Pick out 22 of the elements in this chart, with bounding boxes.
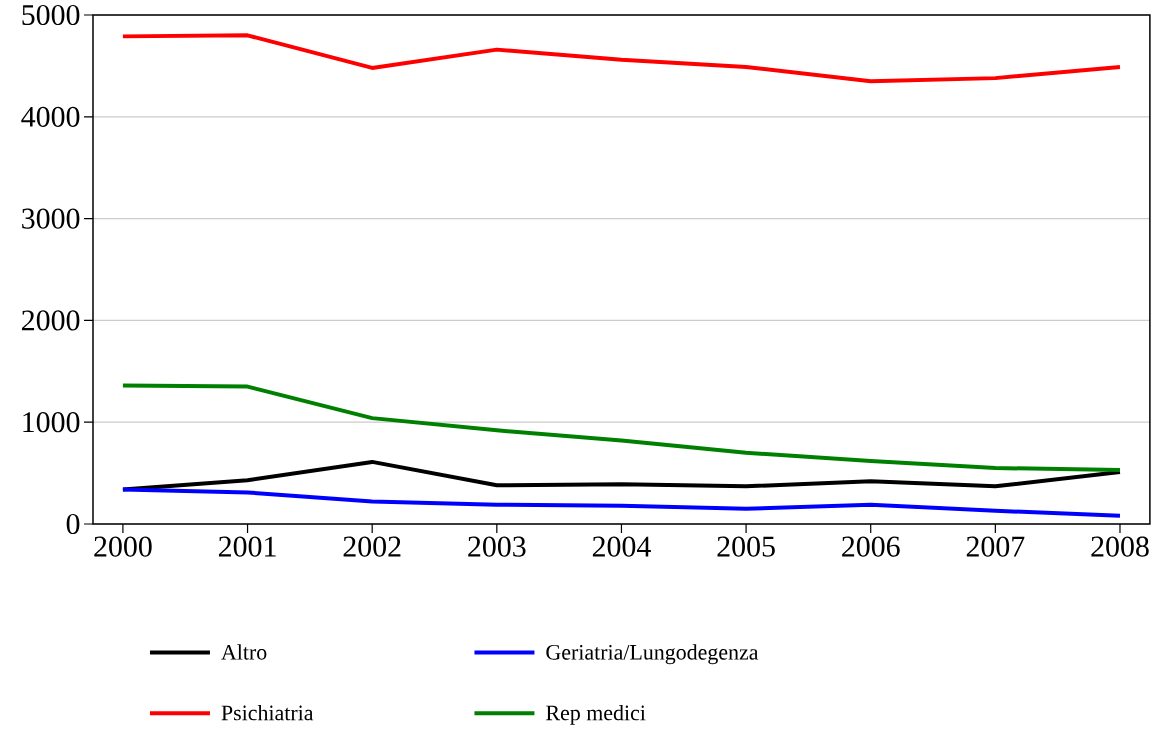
x-tick-label: 2004 (592, 536, 651, 557)
legend-label: Psichiatria (221, 704, 314, 721)
y-tick-label: 0 (66, 513, 80, 535)
y-tick-label: 4000 (21, 106, 80, 127)
x-tick-label: 2007 (966, 536, 1025, 557)
y-tick-label: 3000 (22, 208, 80, 229)
x-tick-label: 2005 (717, 536, 775, 557)
x-tick-label: 2003 (468, 536, 526, 557)
x-tick-label: 2001 (218, 536, 276, 557)
x-tick-label: 2008 (1091, 536, 1149, 557)
line-series (120, 33, 1122, 84)
x-tick-label: 2002 (343, 536, 401, 557)
line-series (120, 487, 1122, 518)
y-tick-label: 2000 (22, 310, 80, 331)
y-tick-label: 1000 (23, 412, 80, 433)
line-series (120, 383, 1122, 473)
legend-label: Rep medici (546, 704, 646, 725)
x-tick-label: 2006 (842, 536, 900, 557)
legend-label: Altro (221, 644, 267, 660)
x-tick-label: 2000 (94, 536, 152, 557)
y-tick-label: 5000 (22, 4, 80, 26)
legend-label: Geriatria/Lungodegenza (546, 644, 759, 665)
